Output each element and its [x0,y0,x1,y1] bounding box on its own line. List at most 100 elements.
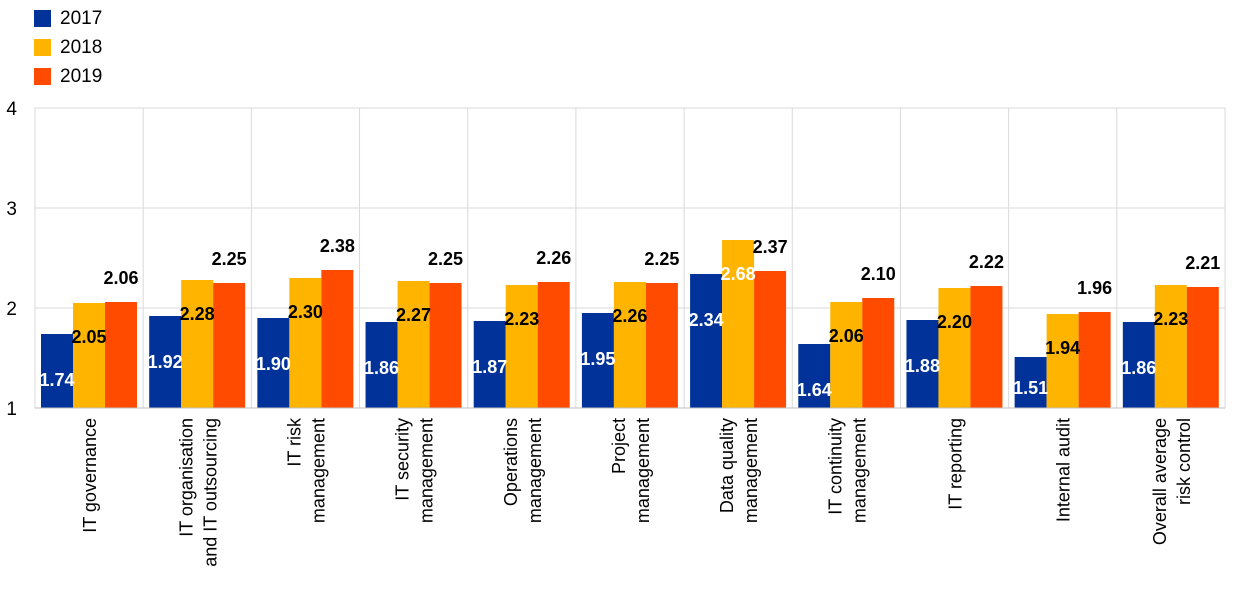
bar-2018-3 [397,281,430,408]
x-tick-label-7-1: management [849,418,869,523]
data-label-2017-8: 1.88 [905,356,940,376]
x-tick-label-0-0: IT governance [80,418,100,533]
x-tick-label-6-0: Data quality [717,418,737,513]
data-label-2017-10: 1.86 [1121,358,1156,378]
bar-2017-3 [365,322,398,408]
x-tick-label-5-0: Project [609,418,629,474]
data-label-2017-4: 1.87 [472,357,507,377]
bar-2018-5 [613,282,646,408]
data-label-2017-1: 1.92 [148,352,183,372]
data-label-2019-6: 2.37 [753,237,788,257]
data-label-2018-5: 2.26 [612,306,647,326]
data-label-2017-9: 1.51 [1013,378,1048,398]
bar-2019-5 [645,283,678,408]
legend-label-2018: 2018 [60,36,103,58]
bar-2017-5 [581,313,614,408]
bar-2019-4 [537,282,570,408]
data-label-2017-3: 1.86 [364,358,399,378]
bar-2017-8 [906,320,939,408]
x-tick-label-1-0: IT organisation [176,418,196,537]
bar-2017-1 [149,316,182,408]
data-label-2018-7: 2.06 [829,326,864,346]
bar-2017-2 [257,318,290,408]
data-label-2019-9: 1.96 [1077,278,1112,298]
bar-2017-9 [1014,357,1047,408]
data-label-2018-6: 2.68 [721,264,756,284]
data-label-2018-3: 2.27 [396,305,431,325]
x-tick-label-3-0: IT security [393,418,413,501]
x-tick-label-10-0: Overall average [1150,418,1170,545]
legend-item-2018: 2018 [34,33,102,62]
bar-2019-1 [213,283,246,408]
data-label-2017-7: 1.64 [797,380,832,400]
legend-swatch-2019 [34,68,51,85]
bar-2018-2 [289,278,322,408]
data-label-2019-3: 2.25 [428,249,463,269]
bar-2019-6 [754,271,787,408]
data-label-2019-10: 2.21 [1185,253,1220,273]
bar-2019-7 [862,298,895,408]
x-tick-label-2-0: IT risk [284,417,304,467]
bar-2018-6 [722,240,755,408]
x-tick-label-2-1: management [308,418,328,523]
bar-2017-0 [41,334,73,408]
data-label-2018-9: 1.94 [1045,338,1080,358]
y-tick-label-1: 1 [6,399,17,420]
data-label-2019-8: 2.22 [969,252,1004,272]
data-label-2019-7: 2.10 [861,264,896,284]
bar-2017-10 [1122,322,1155,408]
y-tick-label-4: 4 [6,99,17,120]
data-label-2018-4: 2.23 [504,309,539,329]
data-label-2017-2: 1.90 [256,354,291,374]
y-tick-label-3: 3 [6,199,17,220]
data-label-2018-8: 2.20 [937,312,972,332]
bar-2018-10 [1154,285,1187,408]
data-label-2019-5: 2.25 [644,249,679,269]
bar-2017-4 [473,321,506,408]
bar-2019-2 [321,270,354,408]
x-tick-label-8-0: IT reporting [946,418,966,510]
x-tick-label-5-1: management [633,418,653,523]
legend-item-2017: 2017 [34,4,102,33]
data-label-2019-1: 2.25 [212,249,247,269]
bar-2018-9 [1046,314,1079,408]
x-tick-label-9-0: Internal audit [1054,418,1074,522]
data-label-2018-1: 2.28 [180,304,215,324]
bar-2019-8 [970,286,1003,408]
x-tick-label-3-1: management [417,418,437,523]
bar-2018-1 [181,280,214,408]
bar-2019-3 [429,283,462,408]
data-label-2018-0: 2.05 [71,327,106,347]
legend-swatch-2018 [34,39,51,56]
x-tick-label-7-0: IT continuity [825,418,845,515]
x-tick-label-6-1: management [741,418,761,523]
bar-2017-7 [798,344,831,408]
data-label-2019-4: 2.26 [536,248,571,268]
chart-legend: 2017 2018 2019 [34,4,102,91]
legend-label-2019: 2019 [60,65,103,87]
data-label-2018-10: 2.23 [1153,309,1188,329]
bar-2019-0 [105,302,137,408]
data-label-2017-5: 1.95 [580,349,615,369]
bar-2017-6 [690,274,723,408]
bar-2018-0 [73,303,105,408]
bar-2019-10 [1186,287,1219,408]
legend-label-2017: 2017 [60,7,103,29]
x-tick-label-1-1: and IT outsourcing [200,418,220,567]
data-label-2017-6: 2.34 [689,310,724,330]
bar-2018-7 [830,302,863,408]
legend-swatch-2017 [34,10,51,27]
bar-2018-4 [505,285,538,408]
data-label-2019-2: 2.38 [320,236,355,256]
bar-2018-8 [938,288,971,408]
x-tick-label-4-1: management [525,418,545,523]
data-label-2017-0: 1.74 [39,370,74,390]
legend-item-2019: 2019 [34,62,102,91]
x-tick-label-4-0: Operations [501,418,521,506]
x-tick-label-10-1: risk control [1174,418,1194,505]
data-label-2018-2: 2.30 [288,302,323,322]
bar-2019-9 [1078,312,1111,408]
data-label-2019-0: 2.06 [103,268,138,288]
y-tick-label-2: 2 [6,299,17,320]
